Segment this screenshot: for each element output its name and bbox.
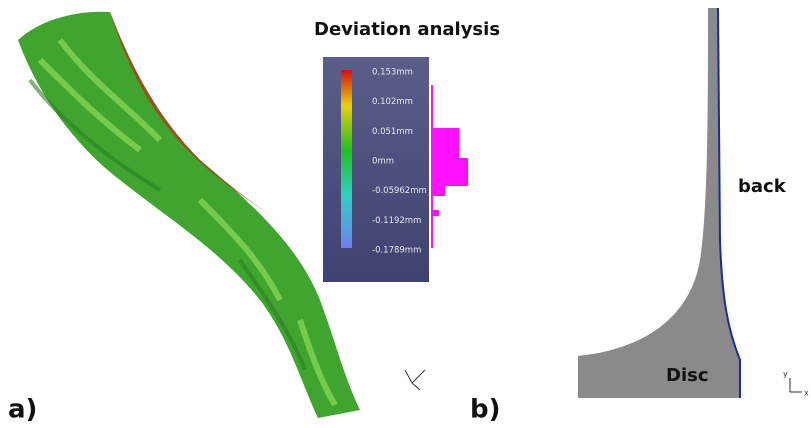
axis-label: y bbox=[783, 370, 788, 379]
scale-label: 0mm bbox=[372, 157, 394, 167]
panel-label: b) bbox=[470, 395, 501, 425]
histogram bbox=[431, 85, 468, 248]
profile-section bbox=[578, 8, 740, 398]
title: Deviation analysis bbox=[314, 19, 500, 40]
scale-label: -0.05962mm bbox=[372, 186, 427, 196]
color-bar bbox=[341, 70, 352, 248]
axis-triad-b bbox=[790, 378, 802, 392]
figure: a) Deviation analysis 0.153mm 0.102mm 0.05… bbox=[0, 0, 811, 428]
scale-label: 0.051mm bbox=[372, 127, 413, 137]
scale-label: -0.1789mm bbox=[372, 246, 421, 256]
region-label: back bbox=[738, 176, 787, 197]
axis-triad-a bbox=[405, 370, 425, 390]
scale-label: -0.1192mm bbox=[372, 216, 421, 226]
region-label: Disc bbox=[666, 365, 709, 386]
axis-label: x bbox=[804, 389, 809, 398]
panel-label: a) bbox=[8, 395, 37, 425]
scale-label: 0.102mm bbox=[372, 97, 413, 107]
scale-label: 0.153mm bbox=[372, 68, 413, 78]
blade-render bbox=[18, 12, 360, 418]
